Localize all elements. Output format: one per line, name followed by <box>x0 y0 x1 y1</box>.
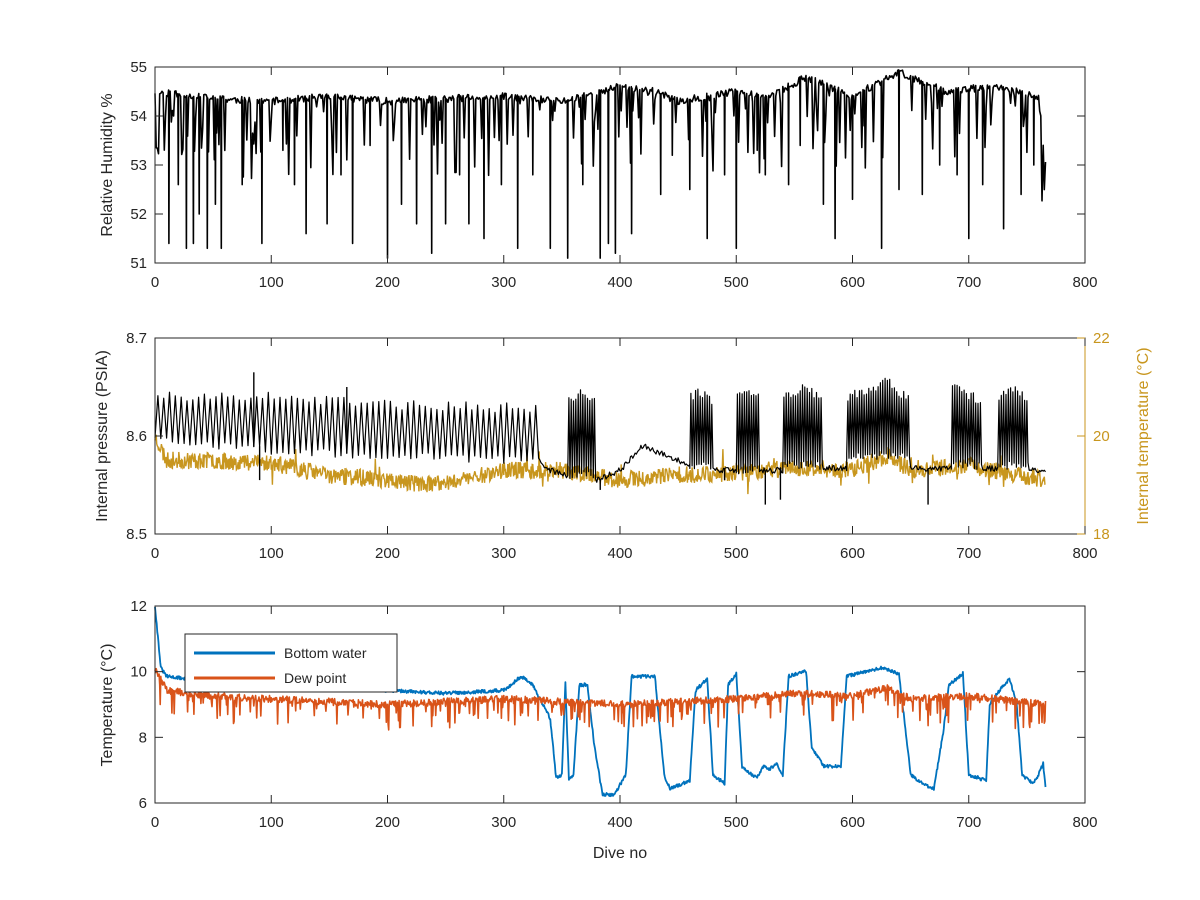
dew-point-line <box>154 667 1047 731</box>
humidity-series-group <box>154 69 1047 259</box>
temperature-x-tick-label: 400 <box>607 814 632 831</box>
pressure-x-tick-label: 300 <box>491 545 516 562</box>
pressure-x-tick-label: 700 <box>956 545 981 562</box>
pressure-x-tick-label: 100 <box>259 545 284 562</box>
humidity-x-tick-label: 500 <box>724 274 749 291</box>
pressure-y-tick-label: 8.6 <box>126 428 147 445</box>
temperature-right-y-ticks: 18 20 22 <box>1077 330 1110 543</box>
humidity-x-tick-label: 600 <box>840 274 865 291</box>
x-axis-label: Dive no <box>593 845 647 862</box>
temperature-y-tick-label: 6 <box>139 795 147 812</box>
pressure-panel: 0 100 200 300 400 500 600 700 800 8.5 8.6 8.7 18 20… <box>94 330 1152 562</box>
humidity-y-tick-label: 51 <box>130 255 147 272</box>
humidity-x-tick-label: 200 <box>375 274 400 291</box>
humidity-x-tick-label: 400 <box>607 274 632 291</box>
humidity-y-axis-label: Relative Humidity % <box>99 93 116 236</box>
legend-label-dew-point: Dew point <box>284 670 346 686</box>
pressure-y2-tick-label: 20 <box>1093 428 1110 445</box>
temperature-y-tick-label: 8 <box>139 729 147 746</box>
temperature-x-tick-label: 500 <box>724 814 749 831</box>
humidity-y-ticks: 51 52 53 54 55 <box>130 59 1085 272</box>
temperature-right-y-axis-label: Internal temperature (°C) <box>1135 347 1152 524</box>
humidity-x-tick-label: 100 <box>259 274 284 291</box>
pressure-y-axis-label: Internal pressure (PSIA) <box>94 350 111 522</box>
temperature-x-tick-label: 700 <box>956 814 981 831</box>
temperature-y-tick-label: 12 <box>130 598 147 615</box>
temperature-x-tick-label: 0 <box>151 814 159 831</box>
pressure-x-ticks: 0 100 200 300 400 500 600 700 800 <box>151 338 1098 562</box>
legend: Bottom water Dew point <box>184 633 398 693</box>
pressure-y-ticks: 8.5 8.6 8.7 <box>126 330 1085 543</box>
pressure-x-tick-label: 400 <box>607 545 632 562</box>
internal-pressure-line <box>154 377 1046 483</box>
pressure-series-group <box>154 372 1046 505</box>
humidity-y-tick-label: 52 <box>130 206 147 223</box>
temperature-y-ticks: 6 8 10 12 <box>130 598 1085 812</box>
pressure-x-tick-label: 500 <box>724 545 749 562</box>
temperature-x-tick-label: 200 <box>375 814 400 831</box>
temperature-x-tick-label: 300 <box>491 814 516 831</box>
pressure-x-tick-label: 600 <box>840 545 865 562</box>
pressure-y-tick-label: 8.7 <box>126 330 147 347</box>
humidity-x-ticks: 0 100 200 300 400 500 600 700 800 <box>151 67 1098 291</box>
humidity-panel: 0 100 200 300 400 500 600 700 800 51 52 53 54 55 Rel… <box>99 59 1098 291</box>
pressure-y2-tick-label: 18 <box>1093 526 1110 543</box>
pressure-x-tick-label: 0 <box>151 545 159 562</box>
humidity-x-tick-label: 300 <box>491 274 516 291</box>
temperature-x-tick-label: 100 <box>259 814 284 831</box>
pressure-plot-area <box>155 338 1085 534</box>
humidity-x-tick-label: 800 <box>1072 274 1097 291</box>
pressure-y-tick-label: 8.5 <box>126 526 147 543</box>
humidity-line <box>154 69 1047 259</box>
temperature-panel: 0 100 200 300 400 500 600 700 800 6 8 10 12 Tempera… <box>99 598 1098 862</box>
legend-box <box>184 633 398 693</box>
temperature-y-tick-label: 10 <box>130 664 147 681</box>
legend-label-bottom-water: Bottom water <box>284 645 367 661</box>
humidity-x-tick-label: 700 <box>956 274 981 291</box>
pressure-x-tick-label: 800 <box>1072 545 1097 562</box>
humidity-y-tick-label: 53 <box>130 157 147 174</box>
temperature-x-tick-label: 800 <box>1072 814 1097 831</box>
temperature-y-axis-label: Temperature (°C) <box>99 644 116 767</box>
temperature-x-tick-label: 600 <box>840 814 865 831</box>
temperature-x-ticks: 0 100 200 300 400 500 600 700 800 <box>151 606 1098 831</box>
humidity-y-tick-label: 55 <box>130 59 147 76</box>
pressure-y2-tick-label: 22 <box>1093 330 1110 347</box>
humidity-y-tick-label: 54 <box>130 108 147 125</box>
pressure-x-tick-label: 200 <box>375 545 400 562</box>
humidity-x-tick-label: 0 <box>151 274 159 291</box>
